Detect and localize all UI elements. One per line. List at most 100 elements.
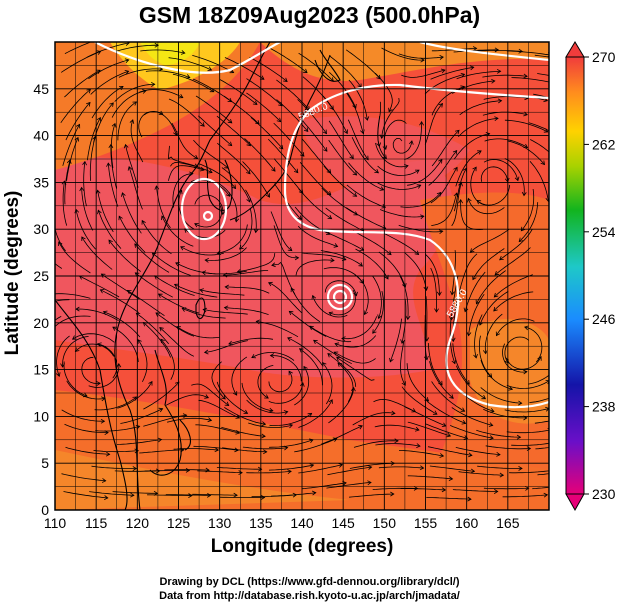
streamline-arrow: [450, 290, 455, 296]
y-tick-label: 30: [33, 221, 49, 237]
x-tick-label: 120: [126, 515, 150, 531]
streamline-arrow: [132, 101, 138, 106]
streamline-arrow: [201, 270, 207, 276]
streamline: [504, 408, 549, 413]
streamline-arrow: [560, 359, 564, 363]
streamline-arrow: [46, 293, 50, 297]
streamline: [217, 224, 248, 254]
streamline: [143, 322, 171, 358]
streamline-arrow: [350, 386, 356, 392]
colorbar-bottom-arrow: [565, 493, 585, 512]
streamline: [168, 165, 205, 181]
streamline-arrow: [224, 284, 229, 290]
streamline-arrow: [160, 338, 165, 344]
streamline: [322, 362, 333, 405]
streamline-arrow: [271, 262, 276, 268]
streamline-arrow: [402, 283, 407, 288]
streamline-arrow: [494, 47, 500, 53]
streamline: [246, 92, 281, 122]
streamline: [64, 42, 92, 54]
streamline-arrow: [496, 451, 501, 457]
streamline: [87, 117, 101, 161]
streamline-arrow: [337, 362, 343, 367]
streamline-arrow: [323, 147, 328, 152]
streamline: [309, 325, 352, 343]
streamline: [297, 99, 327, 134]
streamline: [114, 44, 159, 53]
streamline: [61, 409, 105, 422]
streamline-arrow: [309, 463, 315, 468]
streamline-arrow: [405, 315, 411, 321]
streamline: [504, 119, 548, 133]
streamline: [299, 348, 323, 386]
streamline-arrow: [436, 291, 442, 297]
streamline-arrow: [75, 123, 81, 129]
streamline-arrow: [545, 406, 549, 412]
streamline: [246, 470, 292, 474]
streamline: [56, 335, 70, 377]
streamline-arrow: [561, 163, 565, 167]
streamline: [379, 209, 424, 218]
streamline-arrow: [129, 119, 135, 124]
streamline: [431, 193, 458, 226]
streamline: [269, 439, 314, 448]
streamline: [116, 439, 162, 445]
streamline: [506, 50, 549, 56]
streamline: [518, 202, 539, 242]
streamline: [81, 236, 113, 270]
streamline: [298, 399, 333, 428]
streamline-arrow: [221, 394, 226, 400]
streamline-arrow: [552, 441, 556, 445]
streamline-arrow: [388, 107, 393, 113]
streamline: [160, 338, 175, 380]
streamline: [180, 246, 224, 256]
streamline-arrow: [105, 451, 111, 457]
streamline: [494, 274, 533, 298]
streamline: [199, 289, 245, 296]
streamline: [520, 188, 535, 232]
streamline: [328, 387, 355, 424]
x-axis-ticks: 110 115 120 125 130 135 140 145 150 155 160 165: [44, 515, 520, 531]
streamline: [502, 494, 548, 498]
colorbar-tick-label: 230: [592, 486, 616, 502]
streamline: [301, 482, 347, 490]
streamline: [378, 466, 424, 469]
streamline-arrow: [439, 55, 444, 60]
streamline: [398, 450, 444, 457]
streamline: [125, 144, 139, 188]
streamline-arrow: [461, 420, 467, 425]
streamline: [298, 52, 334, 82]
streamline-arrow: [283, 410, 289, 415]
streamline: [231, 356, 248, 396]
streamline: [480, 166, 509, 182]
y-tick-label: 5: [41, 455, 49, 471]
streamline: [504, 336, 530, 364]
streamline-arrow: [203, 349, 209, 355]
streamline-arrow: [234, 217, 240, 223]
streamline-arrow: [328, 311, 334, 317]
streamline: [427, 342, 443, 386]
streamline-arrow: [283, 77, 288, 82]
streamline-arrow: [61, 180, 67, 186]
streamline: [289, 310, 327, 337]
streamline: [267, 138, 299, 173]
streamline-arrow: [494, 116, 499, 122]
streamline: [63, 491, 108, 499]
streamline-arrow: [109, 102, 114, 107]
streamline-arrow: [472, 275, 477, 281]
streamline: [476, 270, 506, 304]
streamline-arrow: [116, 363, 122, 368]
streamline-arrow: [391, 410, 396, 416]
streamline: [327, 466, 372, 476]
streamline-arrow: [106, 162, 111, 167]
y-tick-label: 40: [33, 128, 49, 144]
streamline: [65, 446, 110, 455]
streamline-arrow: [185, 467, 191, 473]
streamline-arrow: [60, 363, 65, 368]
streamline: [192, 493, 238, 496]
streamline: [111, 90, 146, 118]
streamline-arrow: [232, 391, 238, 396]
streamline: [110, 144, 117, 189]
streamline-arrow: [287, 246, 293, 252]
